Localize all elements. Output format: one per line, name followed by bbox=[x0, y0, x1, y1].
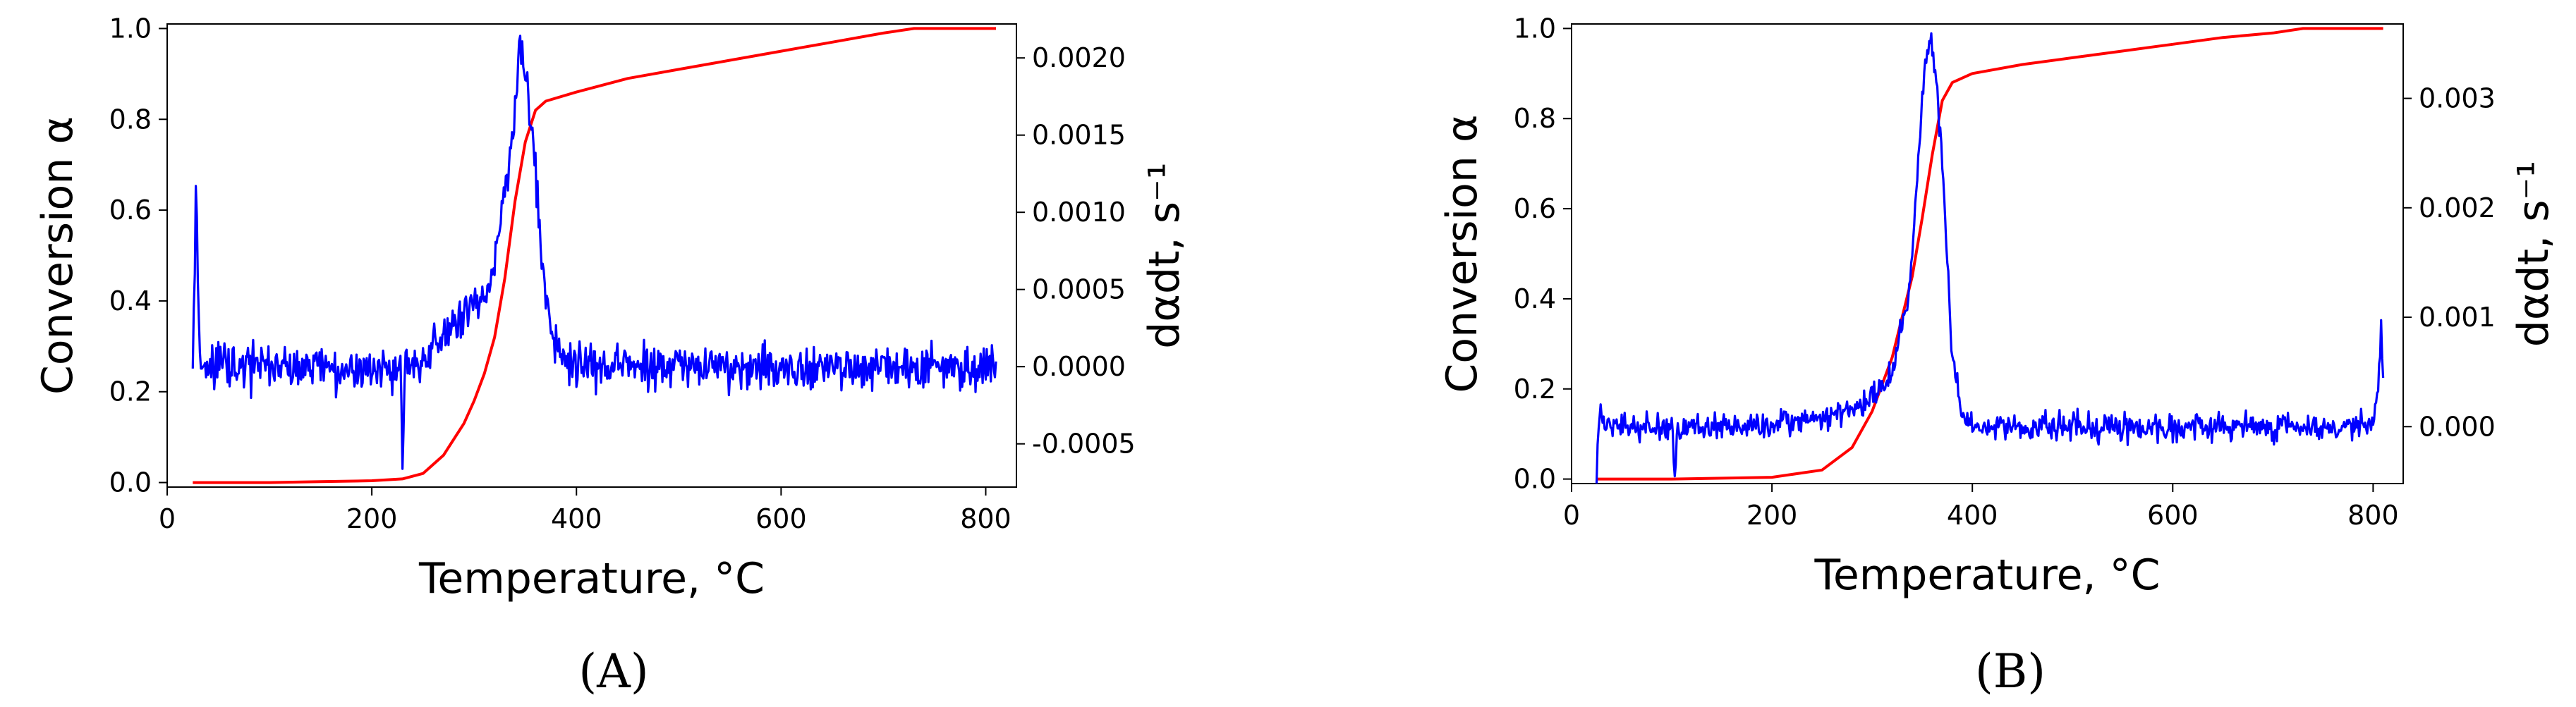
x-tick-label: 600 bbox=[755, 503, 807, 534]
y2-tick-label: 0.0000 bbox=[1032, 351, 1126, 382]
x-axis-label: Temperature, °C bbox=[418, 554, 765, 603]
x-tick-label: 0 bbox=[1563, 500, 1580, 531]
chart-panel-a: 0 200 400 600 800 0.0 0.2 0.4 0.6 0.8 1.0 -0.0005 0.… bbox=[33, 13, 1189, 699]
conversion-series-line bbox=[1596, 27, 2383, 481]
y-tick-label: 0.8 bbox=[1514, 103, 1556, 134]
y2-tick-label: 0.003 bbox=[2419, 83, 2496, 114]
y2-tick-label: 0.001 bbox=[2419, 302, 2496, 333]
x-tick-label: 400 bbox=[551, 503, 602, 534]
x-tick-label: 200 bbox=[1746, 500, 1798, 531]
rate-series-line bbox=[1595, 32, 2385, 484]
y-tick-label: 0.4 bbox=[1514, 283, 1556, 314]
x-tick-label: 800 bbox=[960, 503, 1011, 534]
y-tick-label: 0.6 bbox=[1514, 193, 1556, 224]
x-tick-label: 400 bbox=[1947, 500, 1998, 531]
y2-axis-label: dαdt, s⁻¹ bbox=[2509, 161, 2558, 347]
y2-axis-label: dαdt, s⁻¹ bbox=[1140, 162, 1189, 348]
y2-tick-label: 0.0020 bbox=[1032, 42, 1126, 73]
y-axis-label: Conversion α bbox=[33, 116, 83, 395]
y2-tick-label: 0.0010 bbox=[1032, 197, 1126, 228]
y-tick-label: 0.8 bbox=[109, 104, 152, 135]
y-tick-label: 1.0 bbox=[109, 13, 152, 44]
x-tick-label: 0 bbox=[159, 503, 176, 534]
plot-frame bbox=[1571, 23, 2404, 484]
y-axis-label: Conversion α bbox=[1438, 114, 1487, 393]
panel-label: (B) bbox=[1975, 644, 2046, 699]
y-tick-label: 0.4 bbox=[109, 285, 152, 316]
x-axis-label: Temperature, °C bbox=[1813, 551, 2160, 600]
panel-label: (A) bbox=[578, 644, 648, 699]
conversion-series-line bbox=[193, 27, 996, 484]
y2-tick-label: -0.0005 bbox=[1032, 429, 1136, 460]
rate-series-line bbox=[191, 35, 997, 470]
y2-tick-label: 0.000 bbox=[2419, 411, 2496, 442]
y2-tick-label: 0.0005 bbox=[1032, 274, 1126, 305]
x-tick-label: 200 bbox=[346, 503, 398, 534]
y2-tick-label: 0.0015 bbox=[1032, 120, 1126, 151]
y-tick-label: 0.2 bbox=[1514, 374, 1556, 405]
x-tick-label: 600 bbox=[2147, 500, 2199, 531]
y-tick-label: 1.0 bbox=[1514, 13, 1556, 44]
plot-frame bbox=[166, 23, 1017, 488]
chart-panel-b: 0 200 400 600 800 0.0 0.2 0.4 0.6 0.8 1.0 0.000 0.00… bbox=[1438, 13, 2558, 699]
x-tick-label: 800 bbox=[2347, 500, 2399, 531]
y-tick-label: 0.0 bbox=[1514, 464, 1556, 495]
y-tick-label: 0.0 bbox=[109, 467, 152, 498]
y-tick-label: 0.6 bbox=[109, 195, 152, 226]
y-tick-label: 0.2 bbox=[109, 376, 152, 407]
y2-tick-label: 0.002 bbox=[2419, 192, 2496, 223]
